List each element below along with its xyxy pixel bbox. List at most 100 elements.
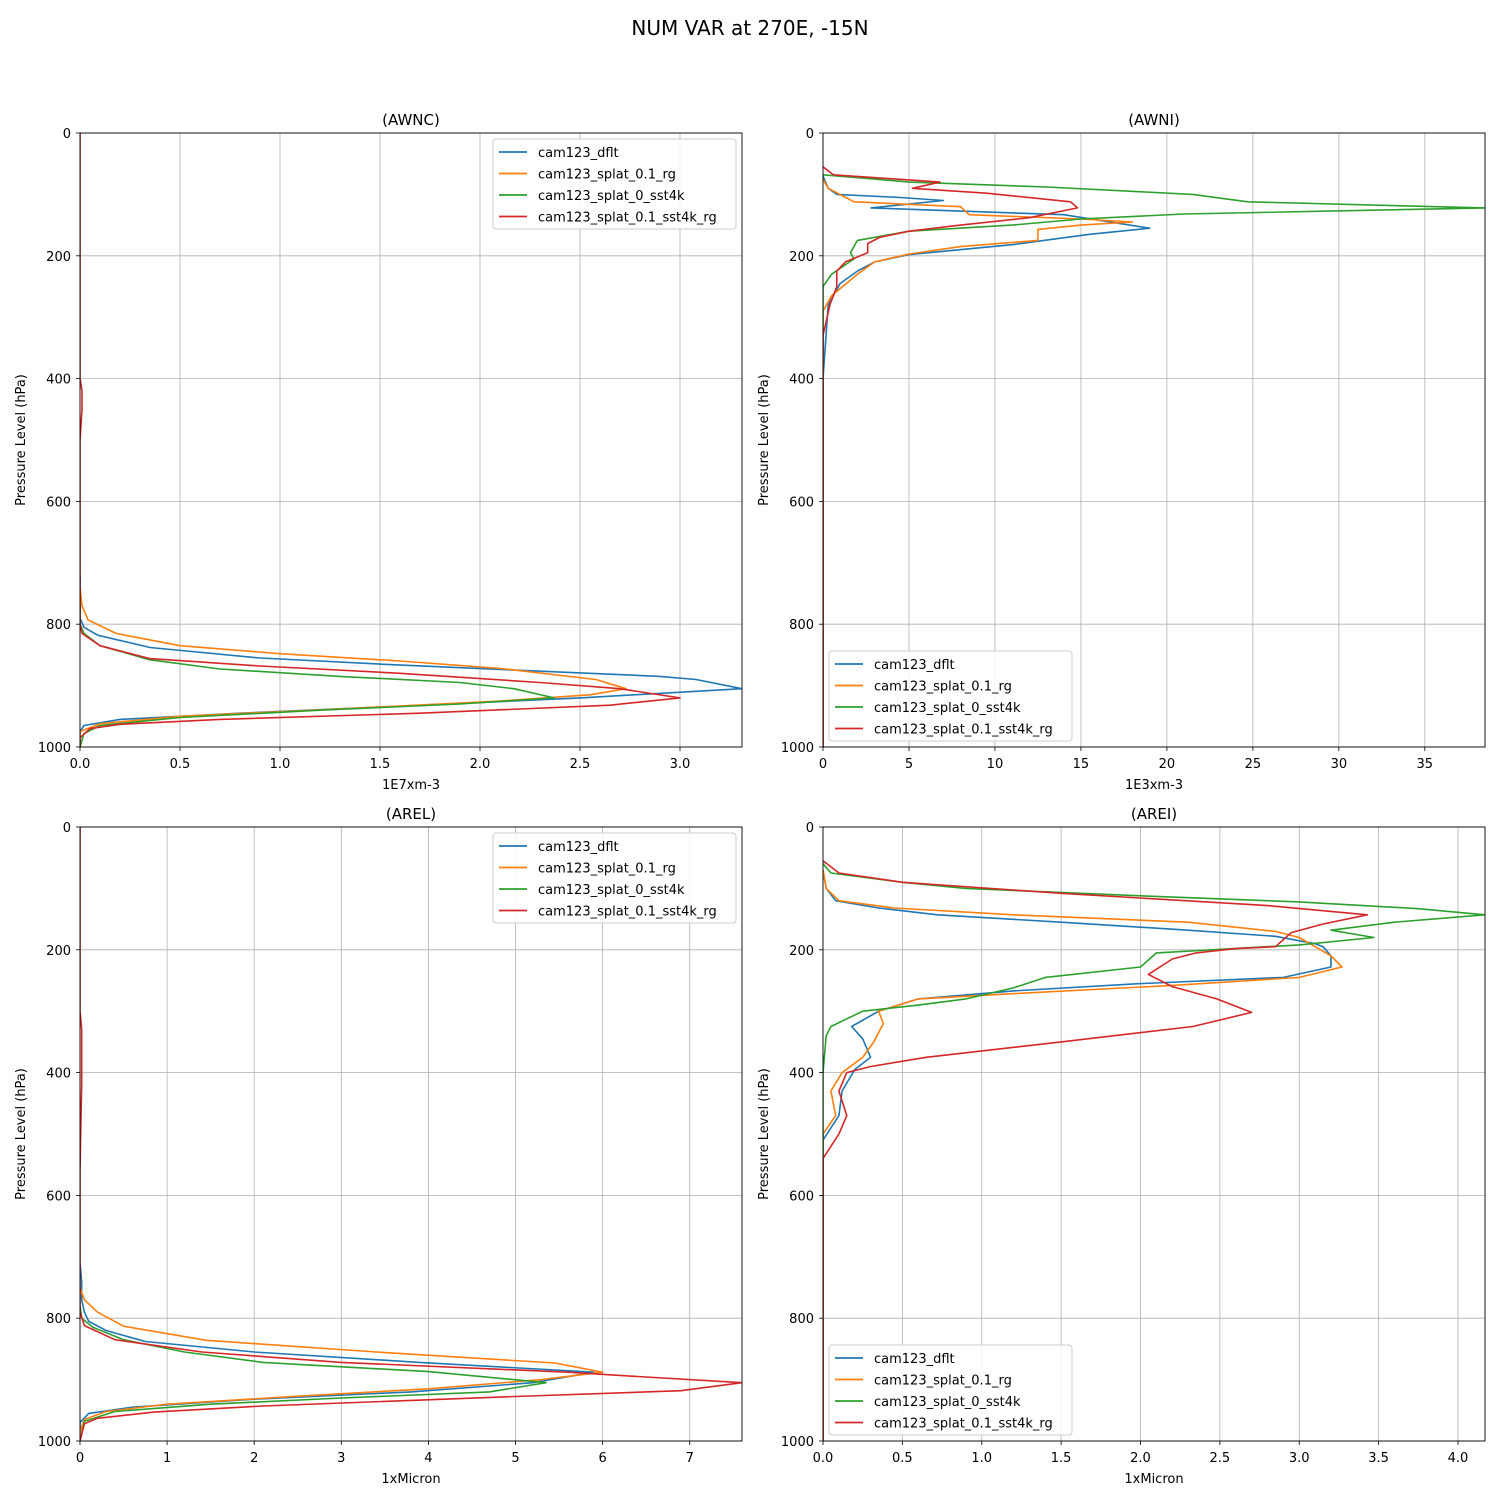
y-tick-label: 0 <box>63 821 71 836</box>
x-axis-label: 1E7xm-3 <box>382 778 440 793</box>
axes-frame <box>79 132 743 748</box>
legend-entry-label: cam123_dflt <box>874 1352 955 1367</box>
series-group <box>80 827 742 1441</box>
subplot-title: (AREL) <box>386 805 436 823</box>
x-tick-label: 0.5 <box>170 757 191 772</box>
legend-entry-label: cam123_splat_0.1_sst4k_rg <box>874 1417 1053 1432</box>
x-tick-label: 30 <box>1331 757 1348 772</box>
x-tick-label: 2 <box>250 1451 258 1466</box>
legend-entry-label: cam123_splat_0.1_sst4k_rg <box>538 905 717 920</box>
y-axis-label: Pressure Level (hPa) <box>14 1068 29 1200</box>
x-tick-label: 6 <box>598 1451 606 1466</box>
x-tick-label: 2.5 <box>570 757 591 772</box>
subplot-title: (AREI) <box>1131 805 1177 823</box>
x-tick-label: 3 <box>337 1451 345 1466</box>
series-group <box>823 860 1485 1441</box>
x-tick-label: 25 <box>1245 757 1262 772</box>
y-tick-label: 200 <box>789 944 814 959</box>
x-tick-label: 7 <box>686 1451 694 1466</box>
legend-box <box>492 138 737 230</box>
x-tick-label: 1.0 <box>270 757 291 772</box>
legend-entry-label: cam123_splat_0.1_rg <box>874 680 1012 695</box>
y-tick-label: 400 <box>789 373 814 388</box>
legend-entry-label: cam123_splat_0.1_rg <box>874 1374 1012 1389</box>
x-tick-label: 0.0 <box>813 1451 834 1466</box>
x-axis-label: 1xMicron <box>381 1472 440 1487</box>
x-tick-label: 3.0 <box>1289 1451 1310 1466</box>
y-tick-label: 800 <box>789 1312 814 1327</box>
legend-entry-label: cam123_splat_0.1_rg <box>538 168 676 183</box>
legend-entry-label: cam123_splat_0_sst4k <box>874 701 1021 716</box>
series-line-cam123_dflt <box>823 175 1151 747</box>
subplot-1: 0.0 0.5 1.0 1.5 2.0 2.5 3.0 0 200 400 600 800 1000 (A… <box>14 111 743 793</box>
series-line-cam123_splat_0_sst4k <box>823 174 1485 747</box>
legend-entry-label: cam123_dflt <box>538 840 619 855</box>
legend-entry-label: cam123_splat_0.1_rg <box>538 862 676 877</box>
x-tick-label: 3.0 <box>670 757 691 772</box>
series-line-cam123_splat_0.1_rg <box>823 869 1343 1441</box>
x-tick-label: 4.0 <box>1448 1451 1469 1466</box>
series-line-cam123_splat_0.1_sst4k_rg <box>80 827 742 1441</box>
x-tick-label: 1.0 <box>971 1451 992 1466</box>
series-line-cam123_splat_0.1_rg <box>80 587 627 747</box>
x-tick-label: 10 <box>987 757 1004 772</box>
legend-entry-label: cam123_splat_0_sst4k <box>874 1395 1021 1410</box>
series-line-cam123_splat_0.1_rg <box>823 178 1134 747</box>
x-tick-label: 1.5 <box>370 757 391 772</box>
legend-entry-label: cam123_splat_0.1_sst4k_rg <box>874 723 1053 738</box>
legend: cam123_dflt cam123_splat_0.1_rg cam123_spl… <box>828 650 1073 742</box>
y-tick-label: 200 <box>46 944 71 959</box>
x-tick-label: 1 <box>163 1451 171 1466</box>
figure-title: NUM VAR at 270E, -15N <box>631 16 869 40</box>
y-tick-label: 400 <box>789 1067 814 1082</box>
x-tick-label: 35 <box>1417 757 1434 772</box>
legend-entry-label: cam123_splat_0_sst4k <box>538 189 685 204</box>
subplot-title: (AWNC) <box>382 111 440 129</box>
series-line-cam123_splat_0.1_sst4k_rg <box>823 166 1079 747</box>
subplot-4: 0.0 0.5 1.0 1.5 2.0 2.5 3.0 3.5 4.0 0 200 400 600 800… <box>757 805 1486 1487</box>
x-tick-label: 0.5 <box>892 1451 913 1466</box>
x-tick-label: 2.0 <box>1130 1451 1151 1466</box>
y-tick-label: 600 <box>46 1189 71 1204</box>
y-axis-label: Pressure Level (hPa) <box>757 1068 772 1200</box>
axes-frame <box>79 826 743 1442</box>
x-tick-label: 0 <box>76 1451 84 1466</box>
axes-frame <box>822 826 1486 1442</box>
y-tick-label: 200 <box>789 250 814 265</box>
series-line-cam123_splat_0_sst4k <box>80 605 555 747</box>
x-tick-label: 2.0 <box>470 757 491 772</box>
series-line-cam123_dflt <box>80 575 742 747</box>
legend: cam123_dflt cam123_splat_0.1_rg cam123_spl… <box>492 832 737 924</box>
y-tick-label: 800 <box>789 618 814 633</box>
x-tick-label: 5 <box>905 757 913 772</box>
legend-entry-label: cam123_dflt <box>874 658 955 673</box>
x-tick-label: 1.5 <box>1051 1451 1072 1466</box>
x-tick-label: 2.5 <box>1210 1451 1231 1466</box>
y-tick-label: 1000 <box>38 1435 71 1450</box>
series-group <box>80 133 742 747</box>
x-tick-label: 0 <box>819 757 827 772</box>
legend-box <box>492 832 737 924</box>
x-tick-label: 20 <box>1159 757 1176 772</box>
x-tick-label: 15 <box>1073 757 1090 772</box>
series-line-cam123_dflt <box>823 869 1332 1441</box>
y-tick-label: 800 <box>46 618 71 633</box>
axes-frame <box>822 132 1486 748</box>
y-axis-label: Pressure Level (hPa) <box>14 374 29 506</box>
series-line-cam123_dflt <box>80 1262 595 1441</box>
x-axis-label: 1E3xm-3 <box>1125 778 1183 793</box>
subplot-3: 0 1 2 3 4 5 6 7 0 200 400 600 800 1000 (AREL) 1xMicron P… <box>14 805 743 1487</box>
y-tick-label: 600 <box>789 495 814 510</box>
subplot-title: (AWNI) <box>1128 111 1180 129</box>
y-tick-label: 200 <box>46 250 71 265</box>
y-tick-label: 1000 <box>781 1435 814 1450</box>
x-tick-label: 5 <box>511 1451 519 1466</box>
legend-entry-label: cam123_splat_0.1_sst4k_rg <box>538 211 717 226</box>
legend: cam123_dflt cam123_splat_0.1_rg cam123_spl… <box>828 1344 1073 1436</box>
y-tick-label: 0 <box>806 127 814 142</box>
legend-entry-label: cam123_dflt <box>538 146 619 161</box>
series-group <box>823 166 1485 747</box>
y-tick-label: 400 <box>46 1067 71 1082</box>
legend-box <box>828 650 1073 742</box>
